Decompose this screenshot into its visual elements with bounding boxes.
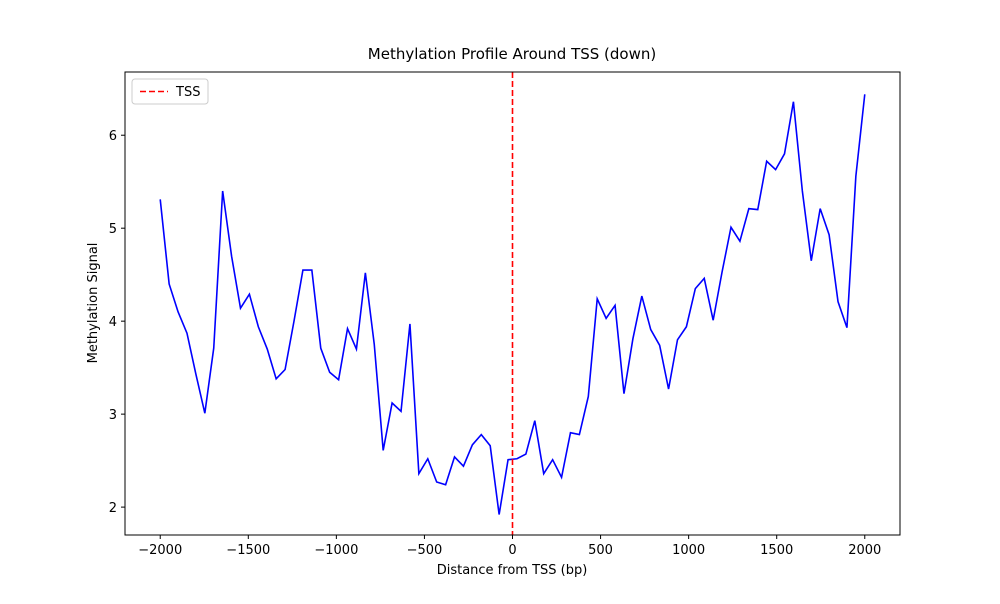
x-tick-label: 0: [508, 543, 516, 558]
x-tick-label: −1500: [226, 543, 270, 558]
y-tick-label: 2: [109, 501, 117, 516]
x-tick-label: −1000: [314, 543, 358, 558]
legend-label: TSS: [175, 85, 200, 100]
y-tick-label: 4: [109, 315, 117, 330]
axes-frame: [124, 71, 901, 536]
x-axis-label: Distance from TSS (bp): [437, 563, 588, 578]
x-tick-label: 1500: [760, 543, 793, 558]
legend-box: [131, 78, 209, 105]
x-tick-label: −500: [407, 543, 443, 558]
chart-title: Methylation Profile Around TSS (down): [368, 45, 656, 63]
y-tick-label: 3: [109, 408, 117, 423]
y-tick-label: 6: [109, 129, 117, 144]
y-tick-label: 5: [109, 222, 117, 237]
x-tick-label: 1000: [672, 543, 705, 558]
y-axis-label: Methylation Signal: [86, 243, 101, 364]
x-tick-label: 2000: [848, 543, 881, 558]
x-tick-label: 500: [588, 543, 613, 558]
x-tick-label: −2000: [138, 543, 182, 558]
